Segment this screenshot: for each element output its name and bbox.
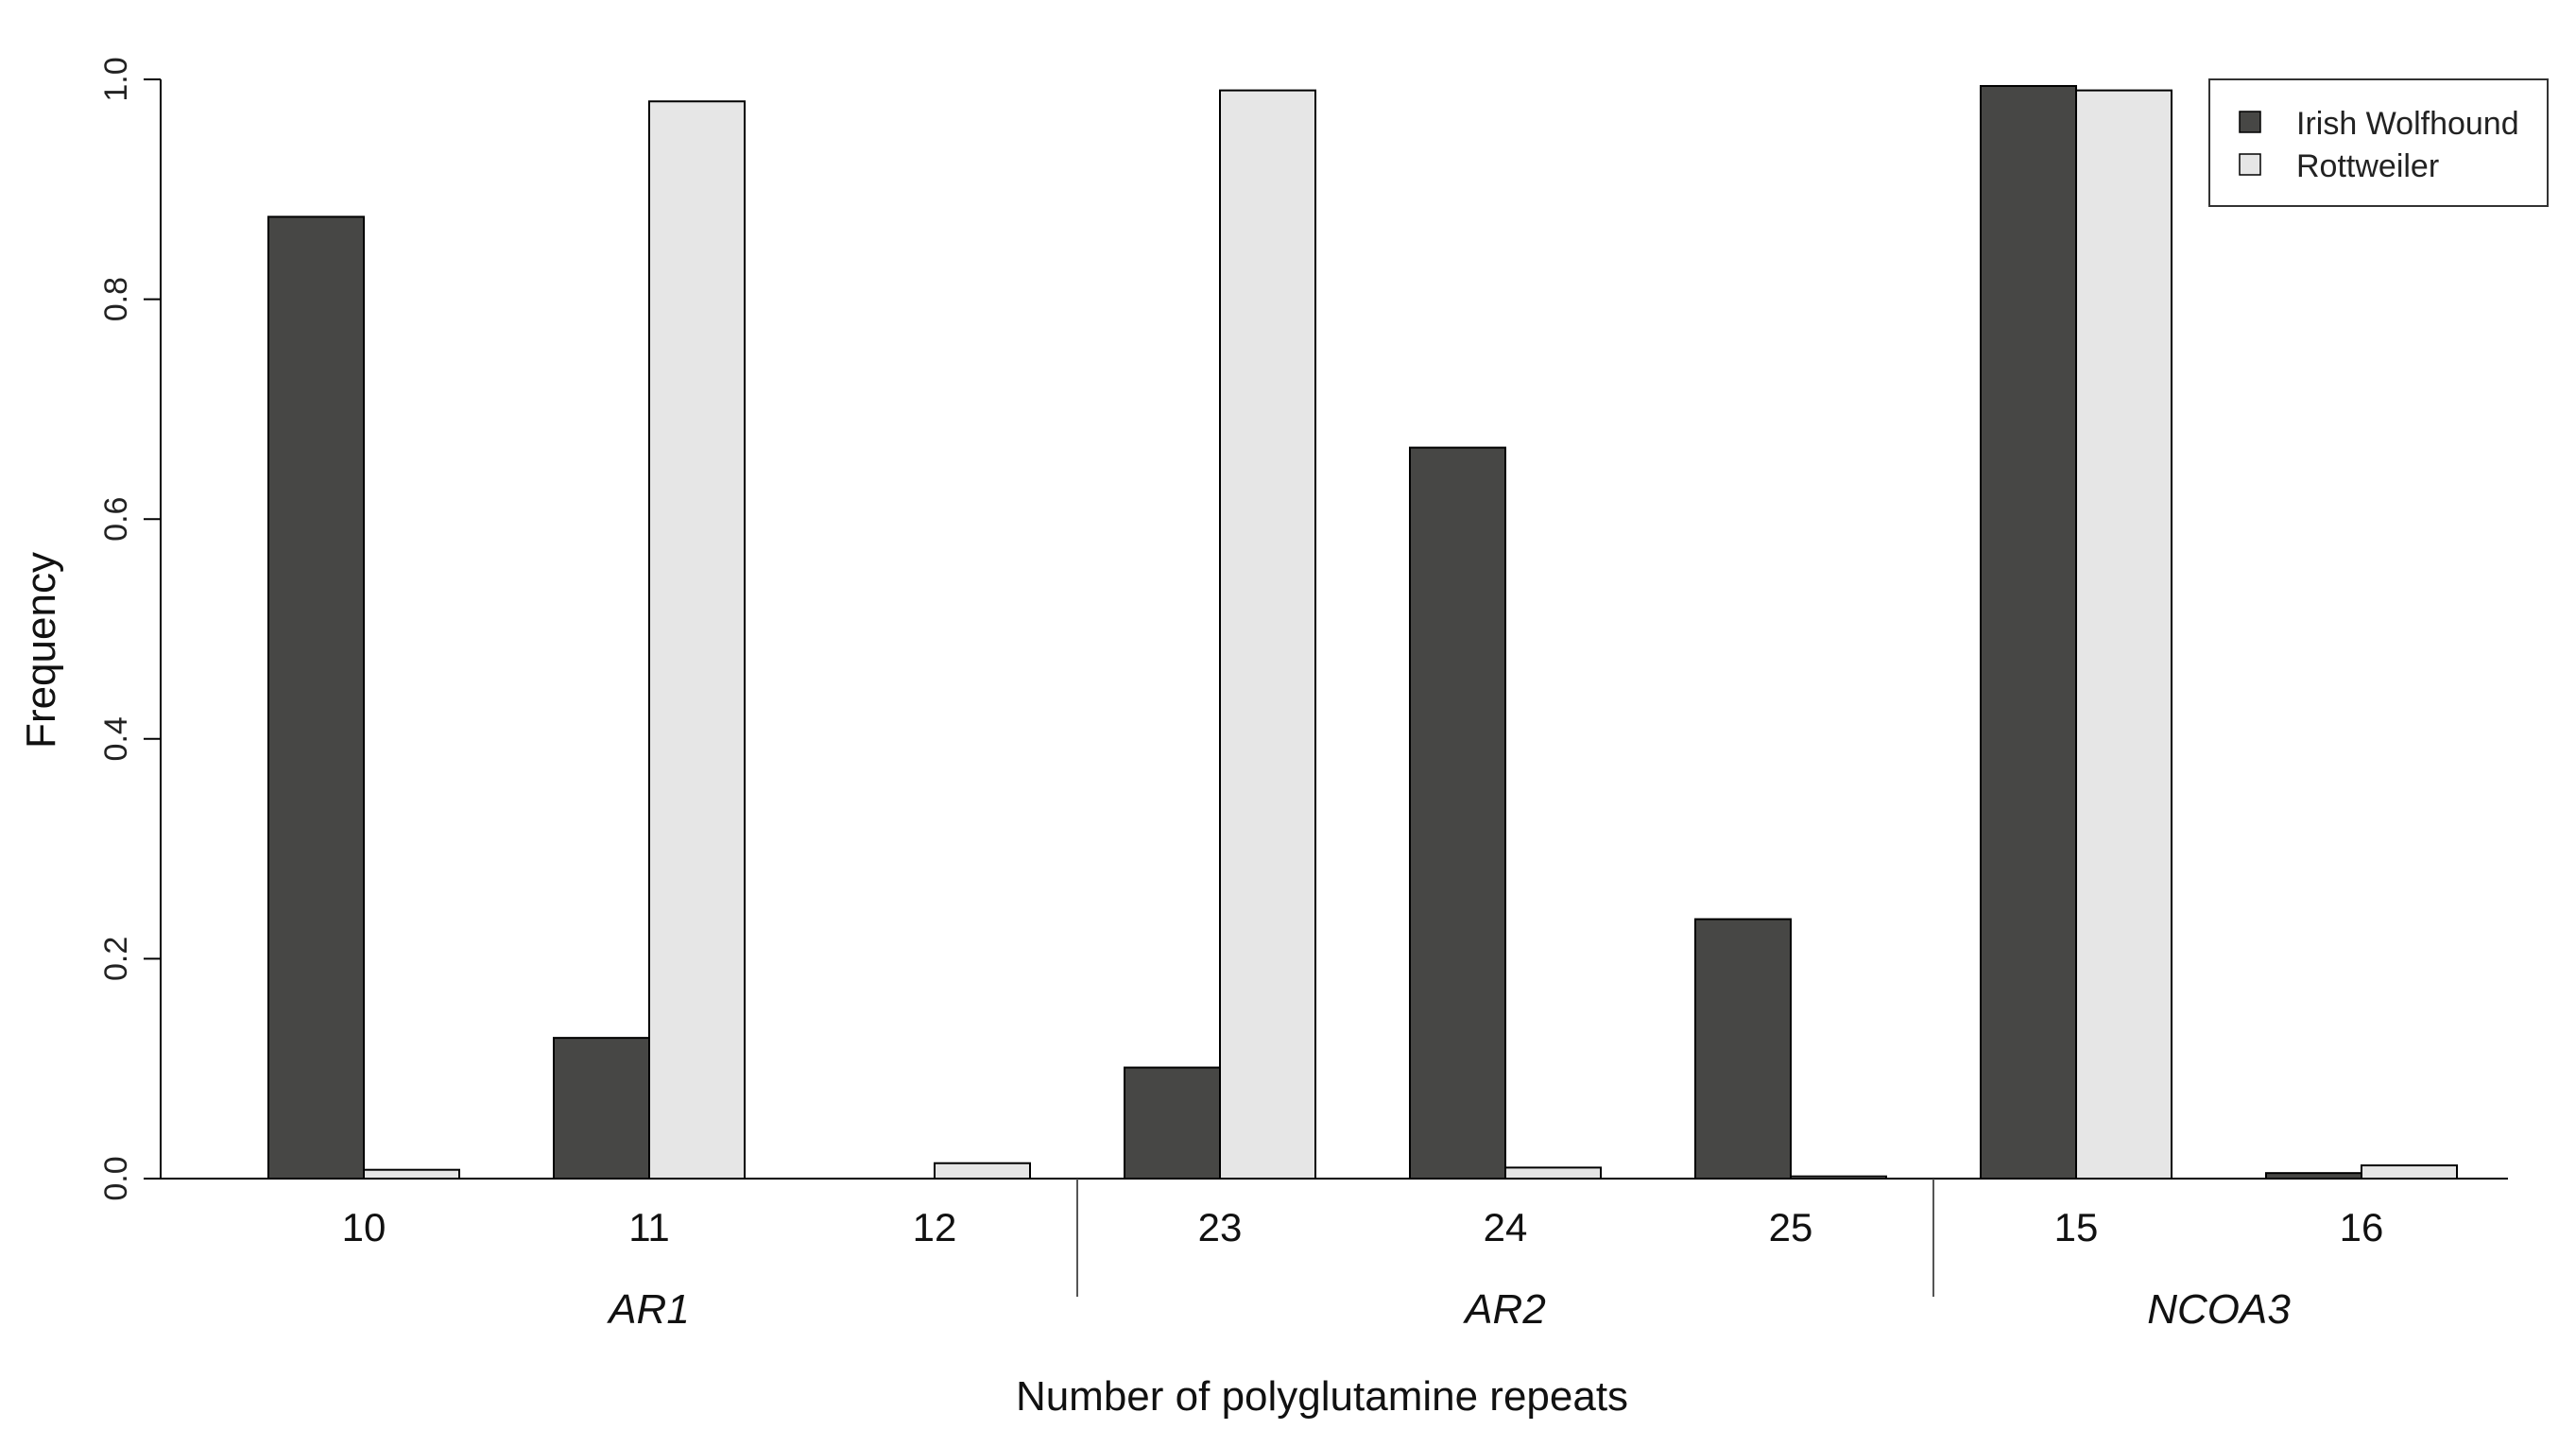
y-axis: 0.0 0.2 0.4 0.6 0.8 1.0	[98, 57, 162, 1201]
legend-label-rottweiler: Rottweiler	[2296, 148, 2439, 184]
x-category-label: 12	[913, 1205, 957, 1249]
y-tick-label: 0.6	[98, 497, 134, 542]
bar-ar2-23-rottweiler	[1219, 89, 1316, 1180]
bar-ar2-24-irish-wolfhound	[1409, 446, 1506, 1180]
y-tick-label: 0.8	[98, 277, 134, 321]
y-tick-label: 0.2	[98, 937, 134, 981]
x-category-label: 15	[2054, 1205, 2099, 1249]
bar-ar1-12-rottweiler	[934, 1162, 1031, 1180]
group-label-ar2: AR2	[1462, 1286, 1546, 1333]
y-tick-label: 1.0	[98, 57, 134, 101]
y-tick-label: 0.0	[98, 1156, 134, 1200]
bar-ar1-11-rottweiler	[648, 100, 746, 1180]
group-label-ncoa3: NCOA3	[2147, 1286, 2291, 1333]
y-axis-title: Frequency	[18, 552, 64, 749]
x-axis-title: Number of polyglutamine repeats	[1016, 1373, 1628, 1420]
bar-ar1-11-irish-wolfhound	[553, 1037, 650, 1180]
bar-ncoa3-15-irish-wolfhound	[1980, 84, 2077, 1180]
bar-ncoa3-16-rottweiler	[2361, 1164, 2458, 1180]
bar-ar1-10-rottweiler	[363, 1168, 460, 1180]
legend-swatch-rottweiler	[2239, 153, 2261, 176]
x-category-label: 23	[1198, 1205, 1243, 1249]
x-category-label: 16	[2340, 1205, 2384, 1249]
x-axis: 10 11 12 23 24 25 15 16 AR1 AR2 NCOA3	[161, 1178, 2508, 1333]
legend-box	[2208, 78, 2549, 207]
bar-ar2-24-rottweiler	[1504, 1166, 1602, 1180]
x-category-label: 25	[1769, 1205, 1813, 1249]
legend: Irish Wolfhound Rottweiler	[2208, 78, 2549, 207]
bar-ncoa3-15-rottweiler	[2075, 89, 2172, 1180]
y-tick-label: 0.4	[98, 716, 134, 761]
bar-ar2-23-irish-wolfhound	[1124, 1066, 1221, 1180]
group-label-ar1: AR1	[606, 1286, 690, 1333]
legend-label-irish-wolfhound: Irish Wolfhound	[2296, 106, 2519, 142]
bar-ar1-10-irish-wolfhound	[267, 215, 365, 1180]
bars	[267, 84, 2458, 1180]
x-category-label: 10	[342, 1205, 386, 1249]
x-category-label: 24	[1484, 1205, 1528, 1249]
bar-ar2-25-irish-wolfhound	[1694, 918, 1792, 1180]
legend-swatch-irish-wolfhound	[2239, 111, 2261, 133]
x-category-label: 11	[628, 1205, 670, 1249]
